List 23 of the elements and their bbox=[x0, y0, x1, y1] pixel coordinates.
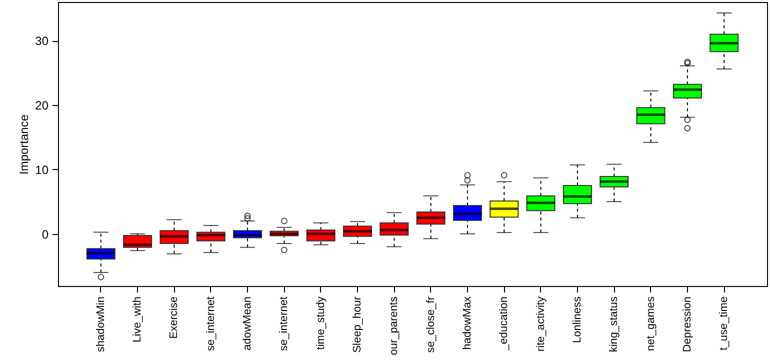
x-tick-label: t_use_time bbox=[718, 296, 730, 350]
x-tick-label: Exercise bbox=[168, 296, 180, 339]
y-axis-title: Importance bbox=[17, 114, 32, 175]
x-tick-label: time_study bbox=[314, 296, 327, 350]
x-tick-label: Depression bbox=[681, 296, 694, 352]
x-tick-label: king_status bbox=[608, 296, 620, 352]
x-tick-label: adowMean bbox=[242, 296, 254, 350]
x-tick-label: net_games bbox=[644, 296, 657, 351]
x-tick-label: se_internet bbox=[204, 296, 217, 351]
x-tick-label: Lonliness bbox=[571, 296, 584, 343]
x-tick-label: se_internet bbox=[278, 296, 290, 351]
x-tick-label: our_parents bbox=[388, 296, 400, 356]
y-tick-label: 30 bbox=[35, 34, 49, 48]
x-tick-label: Sleep_hour bbox=[352, 296, 364, 353]
x-tick-label: se_close_fr bbox=[424, 296, 437, 353]
x-tick-label: Live_with bbox=[132, 296, 144, 342]
y-tick-label: 10 bbox=[35, 162, 49, 177]
x-tick-label: _education bbox=[498, 296, 510, 352]
x-tick-label: hadowMax bbox=[461, 296, 474, 350]
y-tick-label: 20 bbox=[35, 98, 49, 113]
x-tick-label: rite_activity bbox=[534, 296, 547, 352]
x-tick-label: shadowMin bbox=[94, 296, 107, 352]
y-tick-label: 0 bbox=[42, 227, 49, 242]
